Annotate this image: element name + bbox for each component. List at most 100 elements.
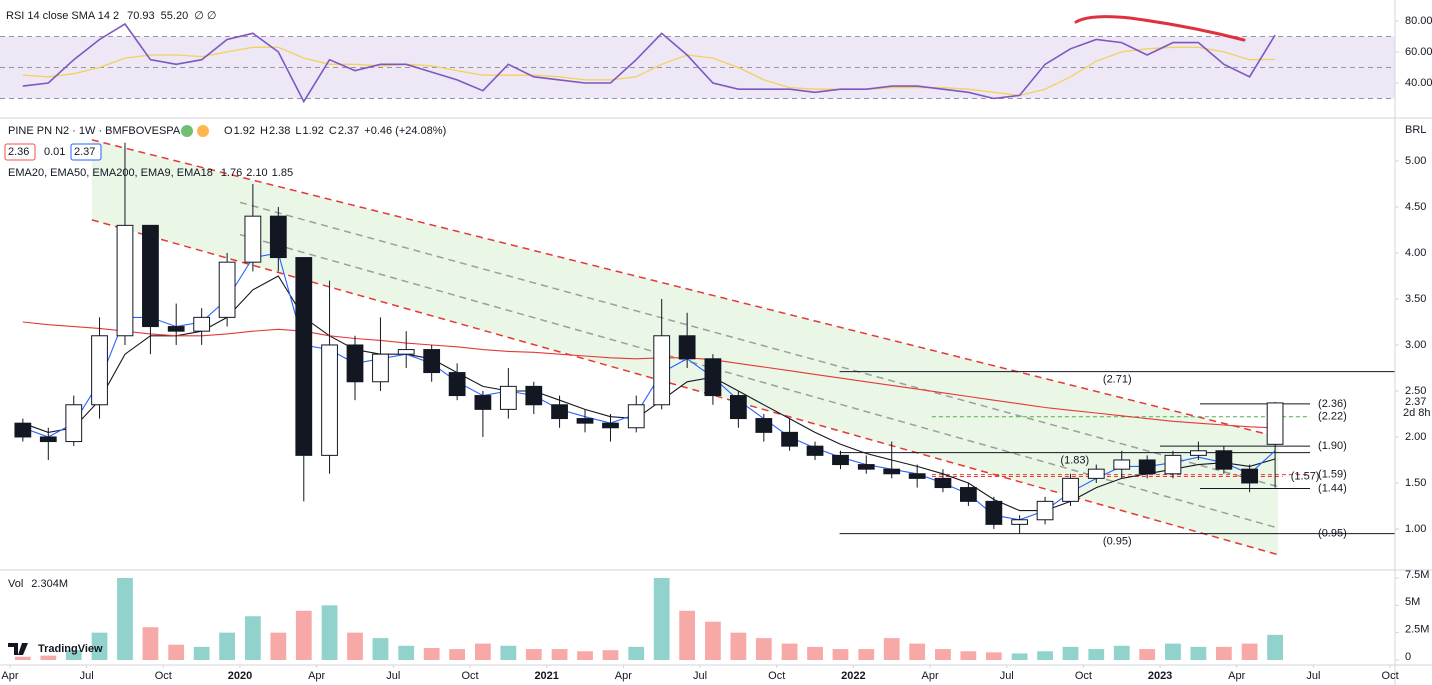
plot-area: (2.71) (2.36)(2.22) (1.90) (1.83) (1.59)(1.5… <box>0 22 1395 660</box>
candle-body <box>499 385 517 410</box>
candle-body <box>1036 500 1054 521</box>
volume-bar <box>1062 646 1079 660</box>
candle-body <box>167 326 185 332</box>
rsi-line <box>22 22 1276 104</box>
ohlc-part: L <box>295 125 301 137</box>
volume-bar <box>270 632 287 660</box>
volume-bar <box>1139 649 1156 660</box>
y-tick-label: 5.00 <box>1405 155 1426 167</box>
level-label: (1.57) <box>1291 470 1320 482</box>
candle-body <box>1190 450 1207 456</box>
x-tick-label: 2022 <box>841 670 865 682</box>
candle-body <box>1266 402 1284 445</box>
volume-bar <box>1215 646 1232 660</box>
rsi-tick-label: 60.00 <box>1405 46 1432 58</box>
volume-bar <box>168 644 185 660</box>
candle-body <box>448 372 466 397</box>
volume-bar <box>423 647 440 660</box>
countdown: 2d 8h <box>1403 407 1431 419</box>
logo-text: TradingView <box>38 643 103 655</box>
volume-bar <box>347 632 363 660</box>
volume-bar <box>193 646 210 660</box>
y-tick-label: 1.00 <box>1405 523 1426 535</box>
candle-body <box>525 385 543 406</box>
ohlc-part: O <box>224 125 233 137</box>
volume-bar <box>65 650 82 660</box>
candle-body <box>832 454 849 466</box>
y-tick-label: 3.50 <box>1405 293 1426 305</box>
volume-bar <box>40 655 57 660</box>
level-label: (0.95) <box>1103 535 1132 547</box>
ema-line <box>22 321 1276 429</box>
bid-box <box>4 143 36 161</box>
volume-title: Vol <box>8 578 23 590</box>
volume-bar <box>602 650 619 660</box>
volume-bar <box>960 651 977 660</box>
candle-body <box>602 422 619 429</box>
x-tick-label: Apr <box>1 670 18 682</box>
volume-bar <box>807 646 823 660</box>
x-tick-label: 2021 <box>534 670 558 682</box>
rsi-title: RSI 14 close SMA 14 2 <box>6 10 119 22</box>
rsi-extra: ∅ ∅ <box>194 10 216 22</box>
candle-body <box>678 335 696 360</box>
ask: 2.37 <box>74 146 95 158</box>
indicator-title: EMA20, EMA50, EMA200, EMA9, EMA18 <box>8 167 213 179</box>
candle-body <box>269 215 287 259</box>
volume-tick-label: 2.5M <box>1405 624 1429 636</box>
ohlc-part: H <box>260 125 268 137</box>
volume-bar <box>883 638 900 660</box>
x-tick-label: Apr <box>308 670 325 682</box>
volume-bar <box>679 610 696 660</box>
volume-bar <box>219 632 235 660</box>
candle-body <box>755 418 773 433</box>
candle-body <box>883 468 901 475</box>
channel-line <box>91 219 1279 556</box>
volume-tick-label: 5M <box>1405 596 1420 608</box>
volume-bar <box>551 649 568 660</box>
volume-bar <box>398 645 415 660</box>
x-tick-label: Apr <box>921 670 938 682</box>
candle-body <box>142 224 159 328</box>
x-tick-label: Jul <box>1306 670 1320 682</box>
level-label: (1.44) <box>1318 482 1347 494</box>
candle-body <box>1241 468 1259 484</box>
candle-body <box>908 473 926 479</box>
chart-title: PINE PN N2 · 1W · BMFBOVESPA <box>8 125 181 137</box>
volume-bar <box>1190 646 1207 660</box>
x-tick-label: Jul <box>80 670 94 682</box>
candle-body <box>934 477 952 489</box>
rsi-tick-label: 80.00 <box>1405 15 1432 27</box>
volume-bar <box>449 649 466 660</box>
volume-bar <box>1088 649 1105 660</box>
last-price-label: 2.37 <box>1405 396 1426 408</box>
spread: 0.01 <box>44 146 65 158</box>
ohlc-part: +0.46 (+24.08%) <box>364 125 446 137</box>
x-tick-label: Oct <box>1382 670 1399 682</box>
volume-value: 2.304M <box>31 578 68 590</box>
volume-bar <box>372 638 389 660</box>
status-icon <box>197 125 209 137</box>
candle-body <box>1164 454 1182 475</box>
bid: 2.36 <box>8 146 29 158</box>
volume-bar <box>985 652 1002 660</box>
level-label: (2.36) <box>1318 398 1347 410</box>
candle-body <box>397 349 415 355</box>
volume-bar <box>909 643 926 660</box>
volume-bar <box>244 616 261 660</box>
volume-bar <box>730 632 747 660</box>
annotation-arc <box>1074 15 1246 42</box>
volume-bar <box>91 632 108 660</box>
y-tick-label: 2.50 <box>1405 385 1426 397</box>
x-tick-label: Oct <box>155 670 172 682</box>
volume-bar <box>525 649 542 660</box>
candle-body <box>39 436 57 443</box>
candle-body <box>729 395 747 420</box>
ohlc-part: 1.92 <box>302 125 323 137</box>
ohlc-part: 2.38 <box>269 125 290 137</box>
candle-body <box>704 358 722 397</box>
x-tick-label: Apr <box>615 670 632 682</box>
candle-body <box>1215 450 1233 470</box>
volume-bar <box>858 649 875 660</box>
